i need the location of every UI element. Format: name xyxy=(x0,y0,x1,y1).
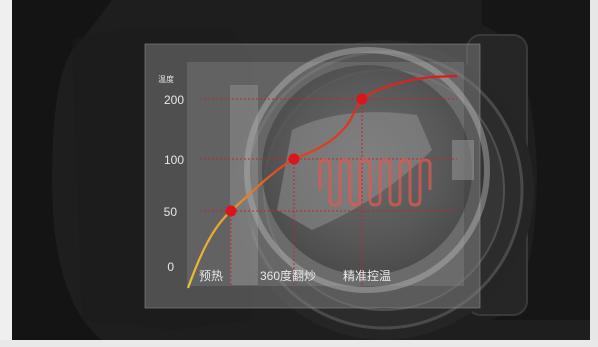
guide-lines xyxy=(200,98,457,286)
right-border xyxy=(590,0,598,347)
point-preheat xyxy=(225,205,237,217)
temperature-curve xyxy=(186,74,458,289)
stage-label-temp-control: 精准控温 xyxy=(343,269,392,283)
y-axis-label: 温度 xyxy=(158,75,174,84)
stage-label-stirfry: 360度翻炒 xyxy=(260,269,317,283)
point-temp-control xyxy=(356,93,368,105)
y-tick-100: 100 xyxy=(163,153,184,167)
left-border xyxy=(0,0,12,347)
bottom-border xyxy=(0,340,598,347)
heat-wave xyxy=(318,158,432,207)
y-tick-200: 200 xyxy=(163,93,184,107)
stage-label-preheat: 预热 xyxy=(199,269,224,283)
y-tick-0: 0 xyxy=(167,260,174,274)
chart-scene xyxy=(12,0,590,340)
y-tick-50: 50 xyxy=(163,205,177,219)
point-stirfry xyxy=(288,153,300,165)
